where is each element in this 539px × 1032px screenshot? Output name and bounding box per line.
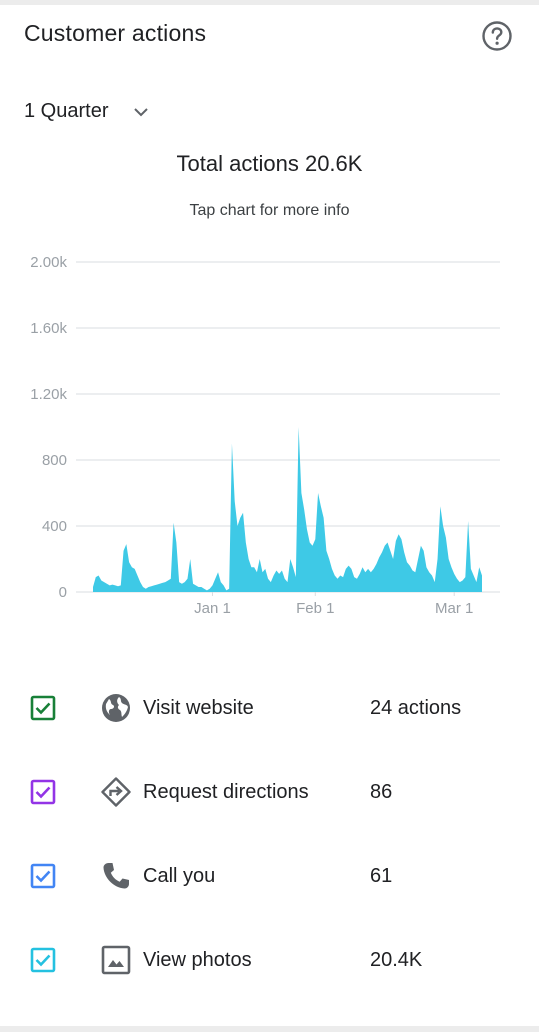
x-tick-label: Jan 1 [194,600,231,617]
directions-icon [101,777,131,807]
phone-icon [103,863,129,889]
y-tick-label: 1.60k [30,320,67,337]
legend-row-visit-website[interactable]: Visit website 24 actions [0,678,539,738]
visit-website-label: Visit website [143,696,254,719]
legend-row-request-directions[interactable]: Request directions 86 [0,762,539,822]
y-tick-label: 2.00k [30,254,67,271]
period-selected-value: 1 Quarter [24,100,109,122]
request-directions-checkbox[interactable] [30,779,56,805]
help-icon[interactable] [481,20,513,52]
call-you-label: Call you [143,864,216,887]
card-title: Customer actions [24,20,207,46]
request-directions-value: 86 [370,780,393,803]
view-photos-checkbox[interactable] [30,947,56,973]
actions-area-chart[interactable]: 0 400 800 1.20k 1.60k 2.00k Jan 1 Feb 1 Mar 1 [0,240,539,630]
globe-icon [102,694,130,722]
chevron-down-icon [134,107,149,116]
x-tick-label: Mar 1 [435,600,473,617]
view-photos-area-series[interactable] [93,427,482,592]
y-tick-label: 400 [42,518,67,535]
top-divider [0,0,539,5]
period-dropdown[interactable]: 1 Quarter [24,100,150,123]
total-actions-value: 20.6K [304,151,363,176]
call-you-checkbox[interactable] [30,863,56,889]
total-actions: Total actions 20.6K [0,151,539,177]
x-tick-label: Feb 1 [296,600,334,617]
bottom-divider [0,1026,539,1032]
y-tick-label: 800 [42,452,67,469]
total-actions-label: Total actions [176,151,299,176]
legend-row-call-you[interactable]: Call you 61 [0,846,539,906]
legend-row-view-photos[interactable]: View photos 20.4K [0,930,539,990]
chart-hint: Tap chart for more info [189,202,350,219]
y-tick-label: 1.20k [30,386,67,403]
view-photos-label: View photos [143,948,252,971]
visit-website-checkbox[interactable] [30,695,56,721]
view-photos-value: 20.4K [370,948,423,971]
photo-icon [101,945,131,975]
visit-website-value: 24 actions [370,696,462,719]
y-tick-label: 0 [59,584,67,601]
request-directions-label: Request directions [143,780,309,803]
call-you-value: 61 [370,864,393,887]
